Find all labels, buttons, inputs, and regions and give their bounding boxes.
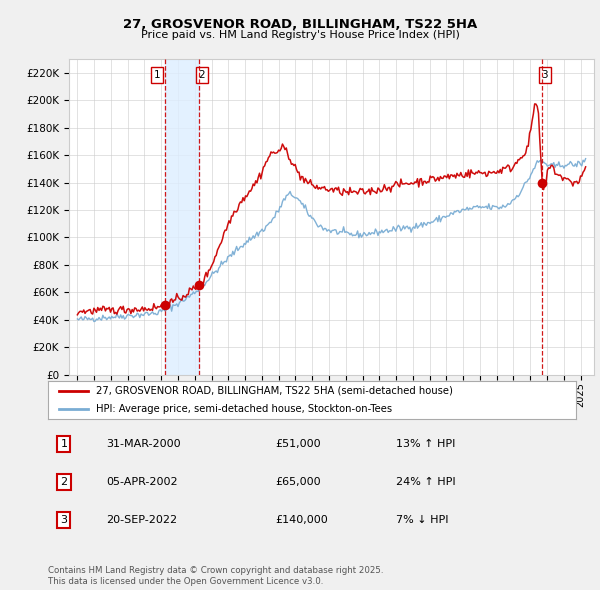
Text: 1: 1 xyxy=(154,70,160,80)
Text: £140,000: £140,000 xyxy=(275,515,328,525)
Text: 2: 2 xyxy=(199,70,205,80)
Text: 27, GROSVENOR ROAD, BILLINGHAM, TS22 5HA (semi-detached house): 27, GROSVENOR ROAD, BILLINGHAM, TS22 5HA… xyxy=(95,386,452,396)
Text: 24% ↑ HPI: 24% ↑ HPI xyxy=(397,477,456,487)
Text: 3: 3 xyxy=(61,515,67,525)
Text: 27, GROSVENOR ROAD, BILLINGHAM, TS22 5HA: 27, GROSVENOR ROAD, BILLINGHAM, TS22 5HA xyxy=(123,18,477,31)
Text: 13% ↑ HPI: 13% ↑ HPI xyxy=(397,440,456,450)
Bar xyxy=(166,59,199,375)
Text: Price paid vs. HM Land Registry's House Price Index (HPI): Price paid vs. HM Land Registry's House … xyxy=(140,30,460,40)
Text: 1: 1 xyxy=(61,440,67,450)
Text: 20-SEP-2022: 20-SEP-2022 xyxy=(106,515,177,525)
Text: £65,000: £65,000 xyxy=(275,477,320,487)
Text: 05-APR-2002: 05-APR-2002 xyxy=(106,477,178,487)
Text: 3: 3 xyxy=(542,70,548,80)
Text: HPI: Average price, semi-detached house, Stockton-on-Tees: HPI: Average price, semi-detached house,… xyxy=(95,404,392,414)
Text: Contains HM Land Registry data © Crown copyright and database right 2025.
This d: Contains HM Land Registry data © Crown c… xyxy=(48,566,383,586)
Text: 7% ↓ HPI: 7% ↓ HPI xyxy=(397,515,449,525)
Text: 31-MAR-2000: 31-MAR-2000 xyxy=(106,440,181,450)
Text: 2: 2 xyxy=(60,477,67,487)
Text: £51,000: £51,000 xyxy=(275,440,320,450)
